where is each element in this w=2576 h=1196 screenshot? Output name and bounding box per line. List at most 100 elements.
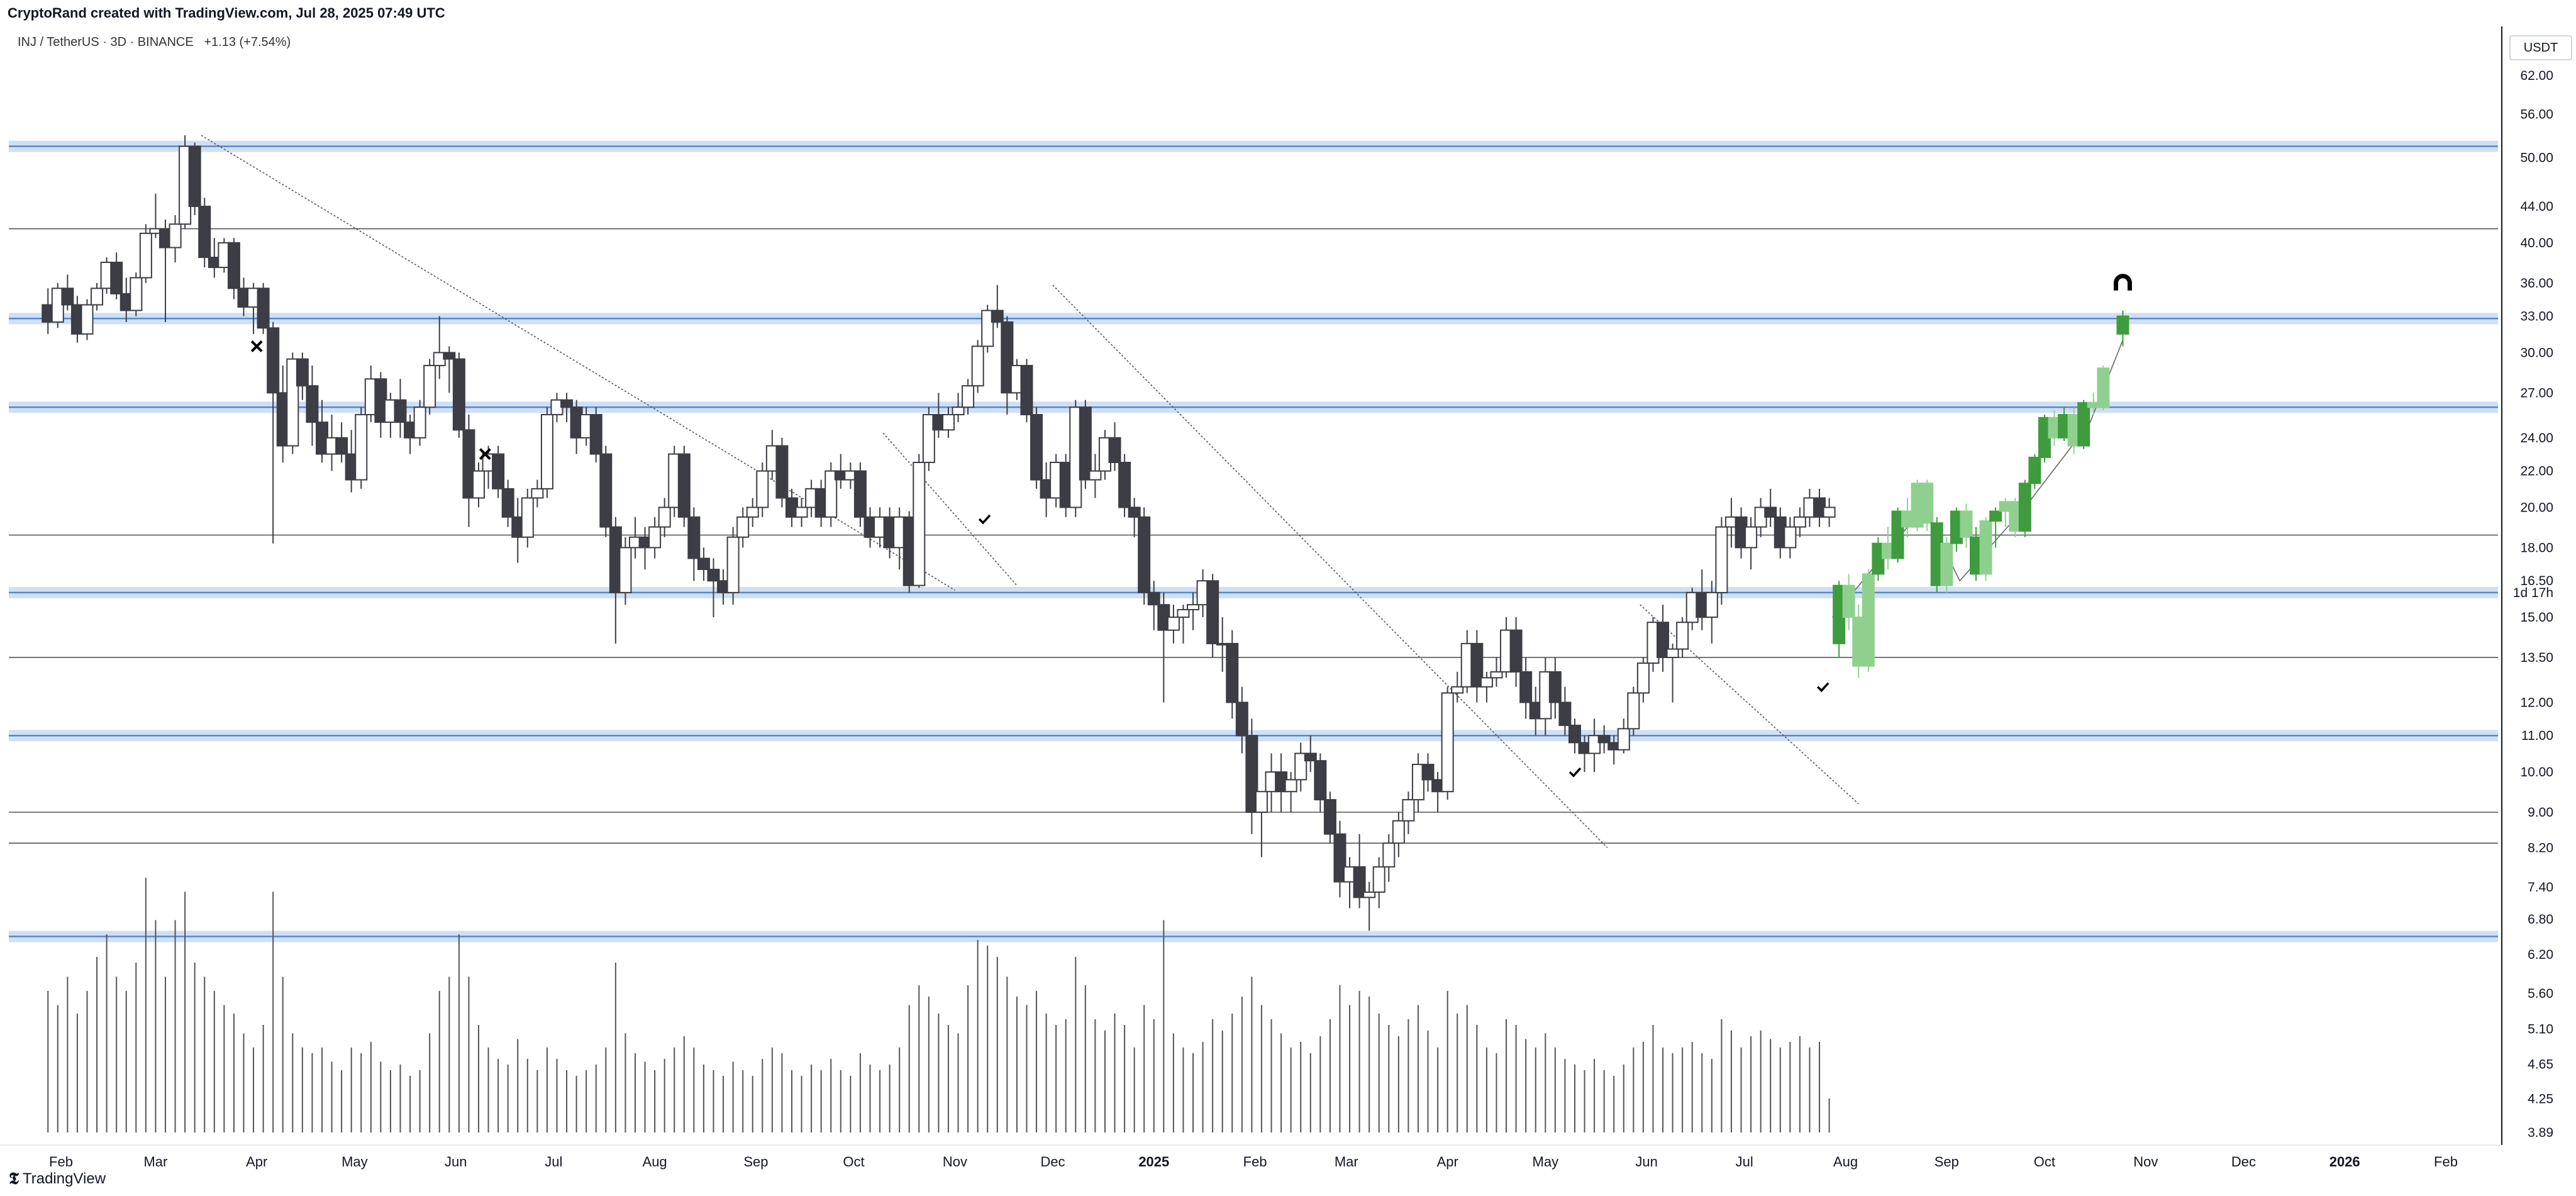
candle-body (1636, 662, 1650, 694)
x-tick-label: Apr (1437, 1154, 1458, 1170)
candle (257, 282, 270, 334)
candle-body (922, 414, 935, 464)
candle (1813, 488, 1826, 527)
candle-body (1451, 686, 1464, 694)
candle-body (648, 526, 662, 549)
candle (80, 299, 94, 340)
candle-body (492, 453, 505, 489)
candle (1235, 686, 1248, 754)
candle (1764, 488, 1777, 527)
candle (61, 274, 74, 311)
candle (991, 285, 1004, 328)
x-tick-label: Dec (1040, 1154, 1065, 1170)
price-tick-label: 4.65 (2528, 1058, 2553, 1072)
candle-body (1558, 701, 1572, 726)
currency-button[interactable]: USDT (2509, 35, 2572, 60)
candle (1118, 454, 1131, 517)
candle (1128, 498, 1141, 537)
candle (51, 282, 64, 328)
price-change: +1.13 (+7.54%) (204, 35, 291, 49)
x-tick-label: Nov (2133, 1154, 2158, 1170)
candle-body (1226, 642, 1239, 703)
candle (237, 277, 250, 316)
price-tick-label: 36.00 (2520, 276, 2553, 291)
candle-body (443, 352, 456, 360)
projection-candle (1911, 479, 1924, 532)
candle (981, 305, 994, 353)
candle-body (1921, 483, 1934, 524)
candle-body (1392, 820, 1405, 844)
price-tick-label: 33.00 (2520, 310, 2553, 324)
candle (795, 498, 808, 527)
candle-body (296, 358, 309, 387)
x-tick-label: Jun (1635, 1154, 1657, 1170)
price-tick-label: 22.00 (2520, 464, 2553, 479)
candle (648, 517, 662, 559)
candle (1421, 753, 1435, 792)
candle (1666, 643, 1679, 703)
projection-candle (1881, 527, 1894, 570)
candle (971, 340, 984, 393)
candle (1157, 592, 1170, 703)
price-tick-label: 40.00 (2520, 236, 2553, 250)
candle (462, 415, 475, 527)
candle-body (971, 345, 984, 387)
candle (1059, 454, 1072, 517)
candle-body (198, 206, 211, 259)
candle-body (952, 406, 965, 416)
axes (0, 26, 2502, 1146)
candle (335, 422, 348, 463)
projection-candle (1940, 537, 1953, 593)
candle (188, 142, 201, 215)
candle-body (1030, 414, 1043, 481)
price-tick-label: 8.20 (2528, 841, 2553, 856)
candle (1255, 791, 1268, 858)
trendline (1640, 604, 1859, 805)
projection-candle (1930, 517, 1943, 593)
candle (433, 316, 446, 379)
candle-body (1548, 671, 1562, 703)
candle (1480, 671, 1493, 703)
x-tick-label: Nov (943, 1154, 967, 1170)
candle-body (355, 414, 368, 481)
candle (1402, 791, 1415, 834)
candle (100, 257, 113, 294)
candle-body (1421, 764, 1435, 781)
projection-candle (1842, 574, 1855, 630)
candle-body (413, 406, 426, 439)
candle (1460, 630, 1474, 693)
x-tick-label: Mar (1335, 1154, 1358, 1170)
x-tick-label: Apr (246, 1154, 267, 1170)
price-tick-label: 30.00 (2520, 345, 2553, 360)
candle-body (452, 358, 465, 431)
candle-body (1519, 671, 1533, 703)
candle-body (1108, 437, 1121, 464)
candle (130, 272, 143, 316)
candle (1548, 657, 1562, 719)
x-tick-label: Aug (643, 1154, 667, 1170)
candle (1333, 820, 1346, 898)
candle (315, 400, 328, 463)
candle (218, 238, 231, 273)
candle (1470, 630, 1484, 703)
candle (1343, 857, 1357, 908)
projection-candle (2097, 366, 2110, 410)
candle-body (501, 488, 514, 518)
candle-body (306, 385, 319, 423)
candle-body (853, 470, 867, 518)
candle (306, 366, 319, 446)
candle (834, 454, 847, 489)
candle (707, 558, 720, 618)
candle-body (1411, 764, 1424, 801)
candle-body (697, 557, 710, 571)
candle (805, 479, 818, 517)
candle-body (1940, 542, 1953, 586)
candle-body (1020, 365, 1033, 416)
candle (628, 517, 641, 559)
candle (589, 407, 602, 463)
candle-body (991, 310, 1004, 323)
candle-body (1177, 609, 1190, 618)
candle-body (335, 437, 348, 455)
candle-body (1323, 799, 1336, 835)
